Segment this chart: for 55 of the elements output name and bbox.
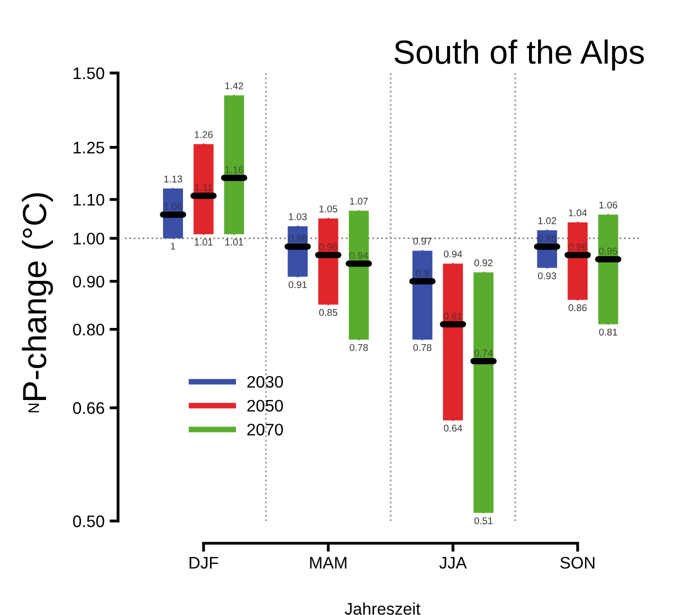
legend-label: 2030: [247, 376, 283, 388]
x-axis-title: Jahreszeit: [344, 602, 420, 615]
text: 0.51: [474, 517, 492, 524]
y-tick-label: 0.90: [73, 276, 104, 288]
text: 0.64: [444, 424, 462, 432]
legend-label: 2050: [247, 400, 283, 412]
text: 0.81: [599, 328, 618, 336]
y-tick-label: 1.25: [74, 142, 104, 154]
text: 1.42: [225, 82, 244, 90]
x-tick-label: DJF: [190, 557, 218, 569]
text: 1: [171, 242, 176, 250]
text: 0.95: [599, 248, 618, 255]
y-tick-label: 1.00: [74, 232, 104, 245]
text: N: [28, 404, 39, 412]
y-tick-label: 0.66: [73, 402, 104, 414]
text: 1.04: [568, 209, 587, 216]
text: 0.94: [444, 250, 462, 258]
text: 1.05: [320, 205, 338, 212]
text: 0.81: [444, 312, 462, 320]
text: 0.74: [474, 350, 493, 356]
y-tick-label: 1.50: [74, 67, 104, 80]
y-axis-title: P-change (°C): [22, 193, 53, 400]
text: 1.07: [350, 198, 368, 205]
y-tick-label: 0.50: [73, 515, 104, 528]
x-tick-label: JJA: [439, 557, 467, 569]
text: 1.02: [538, 217, 556, 224]
text: 0.86: [568, 304, 587, 312]
text: 0.92: [474, 259, 492, 266]
text: 0.98: [288, 235, 307, 242]
y-tick-label: 1.10: [74, 194, 104, 206]
text: 1.26: [194, 131, 213, 138]
text: 1.03: [288, 213, 307, 220]
chart-title: South of the Alps: [394, 39, 644, 71]
text: 0.96: [319, 243, 338, 250]
x-tick-label: MAM: [310, 557, 346, 568]
text: 1.06: [599, 202, 618, 208]
text: 0.98: [538, 235, 556, 242]
text: 1.06: [164, 203, 182, 210]
text: 0.93: [538, 272, 556, 280]
text: 0.97: [413, 238, 432, 245]
text: 1.01: [225, 238, 244, 246]
text: 0.78: [413, 344, 432, 351]
text: 0.9: [416, 270, 429, 277]
text: 0.78: [350, 344, 368, 351]
text: 1.01: [194, 238, 213, 246]
legend-label: 2070: [247, 424, 283, 436]
text: 0.94: [350, 252, 368, 259]
text: 0.91: [288, 281, 307, 288]
text: 1.13: [164, 176, 182, 182]
text: 0.85: [319, 309, 338, 316]
y-tick-label: 0.80: [73, 324, 104, 336]
text: 0.96: [568, 243, 587, 250]
text: 1.16: [225, 166, 244, 174]
text: 1.11: [195, 184, 212, 191]
x-tick-label: SON: [560, 556, 594, 569]
